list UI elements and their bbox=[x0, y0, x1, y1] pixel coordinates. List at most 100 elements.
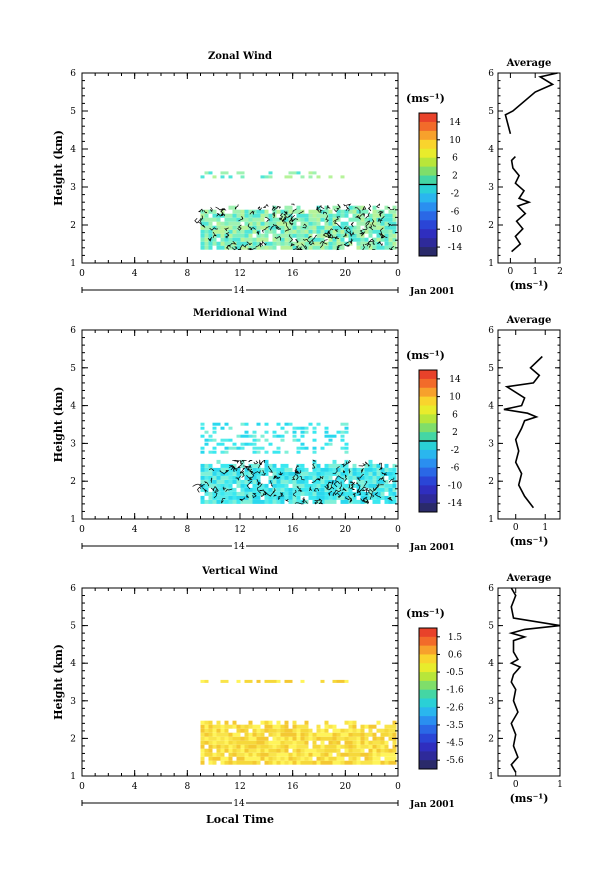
heatmap-cell bbox=[240, 740, 245, 745]
heatmap-cell bbox=[272, 217, 277, 222]
heatmap-cell bbox=[320, 748, 325, 753]
heatmap-cell bbox=[352, 728, 357, 733]
heatmap-cell bbox=[272, 233, 277, 238]
heatmap-cell bbox=[248, 491, 253, 496]
heatmap-cell bbox=[352, 463, 357, 468]
heatmap-cell bbox=[376, 213, 381, 218]
heatmap-cell bbox=[376, 225, 381, 230]
chart-title: Zonal Wind bbox=[208, 51, 272, 62]
heatmap-cell bbox=[344, 732, 349, 737]
heatmap-cell bbox=[344, 491, 349, 496]
contour-line bbox=[336, 246, 340, 251]
heatmap-cell bbox=[264, 438, 269, 442]
heatmap-cell bbox=[284, 752, 289, 757]
profile-frame bbox=[497, 329, 561, 520]
heatmap-cell bbox=[240, 748, 245, 753]
heatmap-cell bbox=[228, 205, 233, 210]
contour-line bbox=[364, 461, 370, 467]
heatmap-cell bbox=[284, 760, 289, 765]
heatmap-cell bbox=[288, 728, 293, 733]
heatmap-cell bbox=[236, 237, 241, 242]
heatmap-cell bbox=[324, 475, 329, 480]
heatmap-cell bbox=[264, 740, 269, 745]
contour-line bbox=[365, 220, 371, 227]
x-tick-label: 20 bbox=[340, 269, 352, 279]
heatmap-cell bbox=[324, 748, 329, 753]
heatmap-cell bbox=[304, 748, 309, 753]
colorbar-swatch bbox=[419, 432, 437, 442]
heatmap-cell bbox=[220, 748, 225, 753]
heatmap-cell bbox=[276, 720, 281, 725]
heatmap-cell bbox=[324, 213, 329, 218]
heatmap-cell bbox=[224, 487, 229, 492]
date-label: Jan 2001 bbox=[409, 543, 455, 553]
colorbar-swatch bbox=[419, 396, 437, 406]
heatmap-cell bbox=[336, 728, 341, 733]
profile-title: Average bbox=[506, 573, 552, 584]
heatmap-cell bbox=[212, 728, 217, 733]
heatmap-cell bbox=[256, 237, 261, 242]
heatmap-cell bbox=[232, 720, 237, 725]
heatmap-cell bbox=[276, 241, 281, 246]
heatmap-cell bbox=[328, 752, 333, 757]
heatmap-cell bbox=[292, 495, 297, 500]
heatmap-cell bbox=[388, 471, 393, 476]
heatmap-cell bbox=[256, 756, 261, 761]
heatmap-cell bbox=[340, 434, 345, 438]
heatmap-cell bbox=[392, 720, 397, 725]
heatmap-cell bbox=[260, 434, 265, 438]
heatmap-cell bbox=[288, 422, 293, 426]
heatmap-cell bbox=[368, 213, 373, 218]
contour-line bbox=[379, 211, 383, 217]
heatmap-cell bbox=[240, 209, 245, 214]
heatmap-cell bbox=[224, 740, 229, 745]
heatmap-cell bbox=[256, 475, 261, 480]
contour-overlay bbox=[192, 459, 395, 505]
contour-line bbox=[231, 246, 238, 251]
profile-line bbox=[508, 587, 561, 773]
heatmap-cell bbox=[344, 736, 349, 741]
contour-line bbox=[255, 240, 264, 248]
heatmap-cell bbox=[200, 748, 205, 753]
heatmap-cell bbox=[200, 724, 205, 729]
heatmap-cell bbox=[352, 720, 357, 725]
heatmap-cell bbox=[200, 679, 205, 683]
colorbar-swatch bbox=[419, 121, 437, 132]
heatmap-cell bbox=[212, 483, 217, 488]
heatmap-cell bbox=[344, 463, 349, 468]
heatmap-cell bbox=[320, 760, 325, 765]
heatmap-cell bbox=[216, 736, 221, 741]
heatmap-cell bbox=[388, 213, 393, 218]
heatmap-cell bbox=[212, 736, 217, 741]
heatmap-cell bbox=[372, 483, 377, 488]
heatmap-cell bbox=[256, 471, 261, 476]
heatmap-cell bbox=[296, 732, 301, 737]
heatmap-cell bbox=[328, 438, 333, 442]
contour-line bbox=[343, 226, 351, 231]
heatmap-cell bbox=[252, 237, 257, 242]
heatmap-cell bbox=[208, 724, 213, 729]
heatmap-cell bbox=[304, 736, 309, 741]
heatmap-cell bbox=[228, 491, 233, 496]
heatmap-cell bbox=[268, 221, 273, 226]
heatmap-cell bbox=[224, 724, 229, 729]
heatmap-cell bbox=[236, 229, 241, 234]
heatmap-cell bbox=[240, 442, 245, 446]
heatmap-cell bbox=[360, 740, 365, 745]
heatmap-cell bbox=[328, 442, 333, 446]
heatmap-cell bbox=[372, 213, 377, 218]
heatmap-cell bbox=[384, 732, 389, 737]
contour-line bbox=[241, 460, 247, 463]
contour-line bbox=[345, 229, 352, 237]
heatmap-cell bbox=[232, 471, 237, 476]
heatmap-cell bbox=[292, 233, 297, 238]
colorbar-swatch bbox=[419, 494, 437, 504]
heatmap-cell bbox=[280, 724, 285, 729]
heatmap-cell bbox=[200, 740, 205, 745]
heatmap-cell bbox=[304, 221, 309, 226]
contour-line bbox=[316, 478, 321, 481]
heatmap-cell bbox=[392, 495, 397, 500]
heatmap-cell bbox=[328, 245, 333, 250]
heatmap-cell bbox=[200, 434, 205, 438]
heatmap-cell bbox=[388, 728, 393, 733]
